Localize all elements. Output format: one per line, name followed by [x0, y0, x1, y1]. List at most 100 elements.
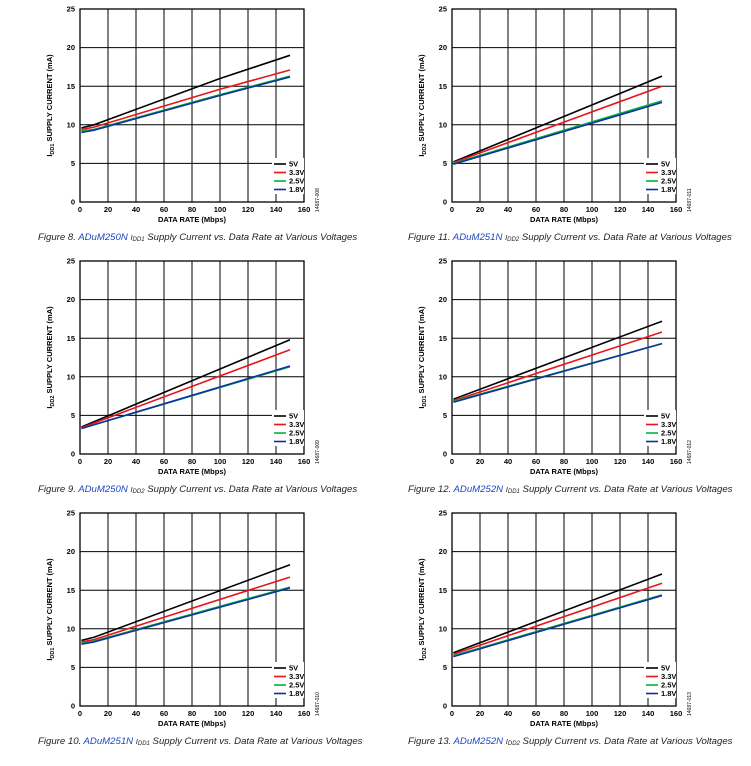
series-line-1-8v — [453, 594, 663, 658]
x-tick-label: 40 — [504, 709, 512, 718]
series-line-1-8v — [81, 365, 291, 430]
part-link[interactable]: ADuM250N — [78, 232, 128, 243]
caption-subscript: DD1 — [137, 741, 150, 747]
legend-label: 1.8V — [661, 689, 676, 698]
x-tick-label: 100 — [214, 205, 227, 214]
y-tick-label: 15 — [67, 82, 75, 91]
legend-label: 3.3V — [661, 168, 676, 177]
legend-label: 2.5V — [661, 177, 676, 186]
x-tick-label: 80 — [188, 457, 196, 466]
series-line-5v — [81, 339, 291, 428]
y-tick-label: 25 — [439, 257, 447, 266]
x-tick-label: 40 — [132, 457, 140, 466]
caption-subscript: DD2 — [132, 489, 145, 495]
x-tick-label: 120 — [242, 457, 255, 466]
part-link[interactable]: ADuM250N — [78, 484, 128, 495]
legend-label: 1.8V — [289, 437, 304, 446]
part-link[interactable]: ADuM252N — [453, 484, 504, 495]
x-tick-label: 160 — [670, 709, 683, 718]
figure-code: 14687-011 — [687, 188, 693, 212]
y-tick-label: 10 — [67, 372, 75, 381]
series-line-3-3v — [81, 349, 291, 429]
y-tick-label: 5 — [443, 663, 447, 672]
x-tick-label: 80 — [560, 709, 568, 718]
y-tick-label: 25 — [439, 5, 447, 14]
x-tick-label: 0 — [78, 205, 82, 214]
y-tick-label: 20 — [439, 295, 447, 304]
x-tick-label: 100 — [586, 457, 599, 466]
legend-label: 5V — [661, 664, 670, 673]
y-title-subscript: DD1 — [50, 144, 56, 155]
legend-label: 1.8V — [289, 689, 304, 698]
figure-code: 14687-009 — [315, 440, 321, 464]
y-axis-title: IDD1 SUPPLY CURRENT (mA) — [45, 54, 56, 157]
series-line-1-8v — [81, 76, 291, 134]
caption-text: Supply Current vs. Data Rate at Various … — [144, 484, 358, 495]
x-tick-label: 120 — [614, 457, 627, 466]
figure-code: 14687-013 — [687, 692, 693, 716]
y-title-rest: SUPPLY CURRENT (mA) — [45, 558, 54, 648]
x-tick-label: 140 — [270, 205, 283, 214]
x-tick-label: 40 — [132, 709, 140, 718]
legend-label: 3.3V — [661, 420, 676, 429]
y-tick-label: 15 — [67, 586, 75, 595]
figure-code: 14687-008 — [315, 188, 321, 212]
figure-caption: Figure 9. ADuM250N IDD2 Supply Current v… — [38, 484, 357, 495]
plot-frame — [79, 512, 305, 707]
series-line-2-5v — [453, 100, 663, 165]
x-tick-label: 20 — [476, 205, 484, 214]
figure-number: Figure 12. — [408, 484, 452, 495]
series-line-5v — [81, 563, 291, 642]
legend-label: 3.3V — [289, 168, 304, 177]
y-tick-label: 25 — [439, 509, 447, 518]
caption-text: Supply Current vs. Data Rate at Various … — [519, 484, 733, 495]
x-axis-title: DATA RATE (Mbps) — [158, 215, 227, 224]
legend-label: 1.8V — [661, 437, 676, 446]
y-tick-label: 25 — [67, 509, 75, 518]
x-tick-label: 80 — [560, 205, 568, 214]
y-tick-label: 5 — [443, 159, 447, 168]
series-line-3-3v — [453, 85, 663, 164]
x-tick-label: 60 — [532, 205, 540, 214]
series-line-3-3v — [453, 582, 663, 656]
part-link[interactable]: ADuM251N — [83, 736, 134, 747]
x-tick-label: 120 — [614, 709, 627, 718]
series-line-3-3v — [81, 69, 291, 131]
y-tick-label: 10 — [67, 624, 75, 633]
y-tick-label: 0 — [71, 702, 75, 711]
x-tick-label: 60 — [532, 709, 540, 718]
y-axis-title: IDD1 SUPPLY CURRENT (mA) — [45, 558, 56, 661]
legend-label: 1.8V — [661, 185, 676, 194]
y-axis-title: IDD1 SUPPLY CURRENT (mA) — [417, 306, 428, 409]
y-tick-label: 20 — [439, 547, 447, 556]
caption-symbol: I — [505, 233, 508, 242]
part-link[interactable]: ADuM252N — [453, 736, 504, 747]
y-title-symbol: I — [45, 407, 54, 409]
legend-label: 2.5V — [289, 429, 304, 438]
series-line-1-8v — [81, 587, 291, 646]
series-line-1-8v — [453, 101, 663, 165]
caption-text: Supply Current vs. Data Rate at Various … — [149, 736, 363, 747]
x-tick-label: 100 — [214, 709, 227, 718]
figure-number: Figure 13. — [408, 736, 452, 747]
x-tick-label: 40 — [504, 457, 512, 466]
x-tick-label: 140 — [642, 709, 655, 718]
x-axis-title: DATA RATE (Mbps) — [530, 719, 599, 728]
y-title-rest: SUPPLY CURRENT (mA) — [45, 54, 54, 144]
figure-code: 14687-012 — [687, 440, 693, 464]
y-tick-label: 15 — [439, 82, 447, 91]
y-tick-label: 15 — [439, 334, 447, 343]
y-title-rest: SUPPLY CURRENT (mA) — [417, 558, 426, 648]
legend-label: 5V — [289, 160, 298, 169]
x-tick-label: 60 — [160, 709, 168, 718]
y-title-subscript: DD1 — [50, 648, 56, 659]
y-tick-label: 20 — [67, 43, 75, 52]
part-link[interactable]: ADuM251N — [452, 232, 503, 243]
x-tick-label: 120 — [242, 205, 255, 214]
plot-frame — [79, 260, 305, 455]
legend-label: 5V — [661, 412, 670, 421]
